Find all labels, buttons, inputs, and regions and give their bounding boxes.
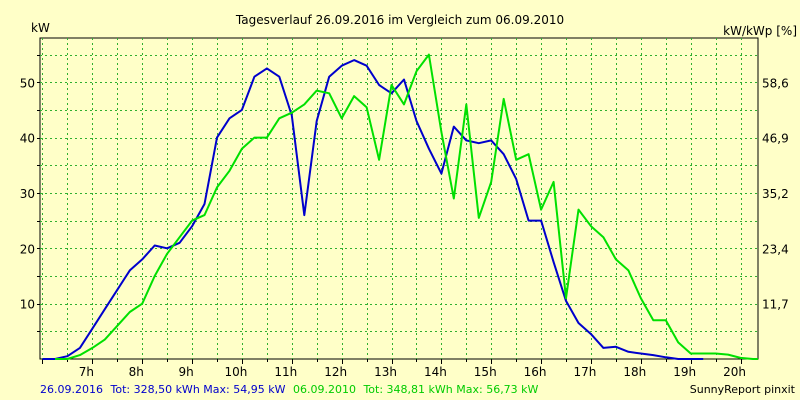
grid bbox=[37, 38, 758, 364]
x-tick-label: 7h bbox=[79, 365, 94, 379]
y-tick-label-left: 40 bbox=[20, 132, 35, 146]
series-1-stats: Tot: 328,50 kWh Max: 54,95 kW bbox=[109, 383, 285, 396]
x-tick-label: 13h bbox=[374, 365, 397, 379]
x-tick-label: 19h bbox=[673, 365, 696, 379]
series-layer bbox=[42, 53, 758, 360]
y-tick-label-left: 30 bbox=[20, 187, 35, 201]
series-2-stats: Tot: 348,81 kWh Max: 56,73 kW bbox=[362, 383, 538, 396]
series-line-1 bbox=[42, 59, 704, 360]
x-tick-label: 20h bbox=[723, 365, 746, 379]
x-tick-label: 12h bbox=[324, 365, 347, 379]
y-tick-label-left: 50 bbox=[20, 76, 35, 90]
footer-credit: SunnyReport pinxit bbox=[690, 383, 796, 396]
series-2-date: 06.09.2010 bbox=[293, 383, 356, 396]
x-tick-label: 17h bbox=[574, 365, 597, 379]
y-tick-label-right: 11,7 bbox=[762, 298, 789, 312]
x-tick-label: 9h bbox=[178, 365, 193, 379]
x-tick-label: 18h bbox=[623, 365, 646, 379]
y-tick-label-right: 46,9 bbox=[762, 132, 789, 146]
chart-title: Tagesverlauf 26.09.2016 im Vergleich zum… bbox=[235, 13, 564, 27]
series-line-2 bbox=[55, 53, 758, 360]
x-tick-label: 10h bbox=[225, 365, 248, 379]
tick-labels: 7h 8h 9h 10h 11h 12h 13h 14h 15h 16h 17h 18h 19h 20h 1… bbox=[20, 76, 789, 379]
x-tick-label: 15h bbox=[474, 365, 497, 379]
right-axis-unit: kW/kWp [%] bbox=[723, 24, 797, 38]
y-tick-label-right: 35,2 bbox=[762, 187, 789, 201]
y-tick-label-left: 20 bbox=[20, 242, 35, 256]
footer-stats: 26.09.2016 Tot: 328,50 kWh Max: 54,95 kW… bbox=[40, 383, 539, 396]
series-1-date: 26.09.2016 bbox=[40, 383, 103, 396]
x-tick-label: 16h bbox=[524, 365, 547, 379]
y-tick-label-right: 58,6 bbox=[762, 76, 789, 90]
y-tick-label-right: 23,4 bbox=[762, 242, 789, 256]
left-axis-unit: kW bbox=[31, 21, 50, 35]
plot-area bbox=[39, 37, 759, 360]
x-tick-label: 14h bbox=[424, 365, 447, 379]
x-tick-label: 8h bbox=[129, 365, 144, 379]
y-tick-label-left: 10 bbox=[20, 298, 35, 312]
x-tick-label: 11h bbox=[274, 365, 297, 379]
